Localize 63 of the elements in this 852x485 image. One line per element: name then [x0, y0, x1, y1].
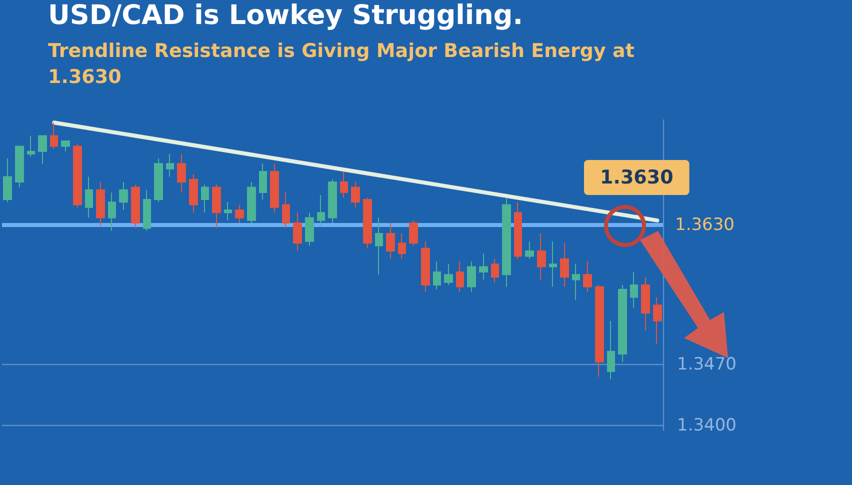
- candlestick: [305, 212, 314, 246]
- candlestick: [131, 184, 140, 229]
- candlestick: [15, 146, 24, 188]
- candlestick: [61, 140, 70, 152]
- candlestick: [433, 260, 441, 290]
- candlestick: [96, 182, 105, 226]
- candlestick: [398, 233, 406, 260]
- candlestick: [583, 260, 592, 293]
- candlestick: [293, 212, 302, 252]
- candlestick: [282, 192, 290, 229]
- candlestick: [212, 184, 221, 229]
- candlestick: [3, 158, 12, 203]
- y-tick-label: 1.3400: [677, 416, 736, 436]
- candlestick: [270, 163, 279, 214]
- candlestick: [38, 135, 47, 164]
- ref-line-label: 1.3630: [675, 214, 734, 235]
- candlestick: [363, 197, 372, 249]
- candlestick: [641, 276, 650, 331]
- candlestick: [386, 222, 395, 260]
- candlestick: [247, 182, 256, 224]
- candlestick: [235, 204, 244, 224]
- candlestick: [595, 284, 604, 378]
- candlestick: [607, 320, 615, 380]
- candlestick: [50, 122, 58, 150]
- candlestick: [456, 260, 464, 293]
- candlestick: [201, 184, 209, 214]
- candlestick: [177, 154, 186, 193]
- candlestick: [73, 143, 82, 208]
- candlestick: [340, 171, 348, 198]
- candlestick: [317, 194, 325, 226]
- candlestick: [467, 260, 476, 293]
- annotation: 1.3630: [600, 166, 674, 188]
- candlestick: [259, 163, 267, 200]
- candlestick: [154, 158, 163, 203]
- candlestick: [224, 202, 232, 221]
- candlestick: [119, 182, 128, 210]
- candlestick: [189, 174, 198, 214]
- candlestick: [491, 258, 499, 283]
- candlestick: [351, 182, 360, 208]
- candlestick: [537, 233, 546, 280]
- candlestick: [409, 220, 418, 246]
- candlestick: [166, 154, 174, 178]
- candlestick: [560, 242, 569, 288]
- candlestick: [85, 176, 93, 218]
- candlestick: [653, 296, 662, 344]
- candlestick: [328, 178, 337, 224]
- candlestick: [27, 135, 35, 158]
- chart-subtitle: Trendline Resistance is Giving Major Bearish Energy at 1.3630: [48, 40, 642, 88]
- candlestick: [502, 197, 511, 288]
- candlestick: [630, 271, 638, 308]
- candlestick: [444, 264, 453, 286]
- candlestick: [479, 253, 488, 280]
- candlestick: [108, 192, 116, 232]
- candlestick: [421, 240, 430, 293]
- candlestick: [572, 264, 580, 300]
- candlestick: [514, 202, 522, 260]
- candlestick: [143, 189, 151, 232]
- candlestick: [525, 240, 534, 260]
- chart-title: USD/CAD is Lowkey Struggling.: [48, 0, 523, 31]
- candlestick: [618, 284, 627, 362]
- y-tick-label: 1.3470: [677, 354, 736, 375]
- candlestick: [375, 217, 383, 276]
- candlestick: [549, 240, 557, 288]
